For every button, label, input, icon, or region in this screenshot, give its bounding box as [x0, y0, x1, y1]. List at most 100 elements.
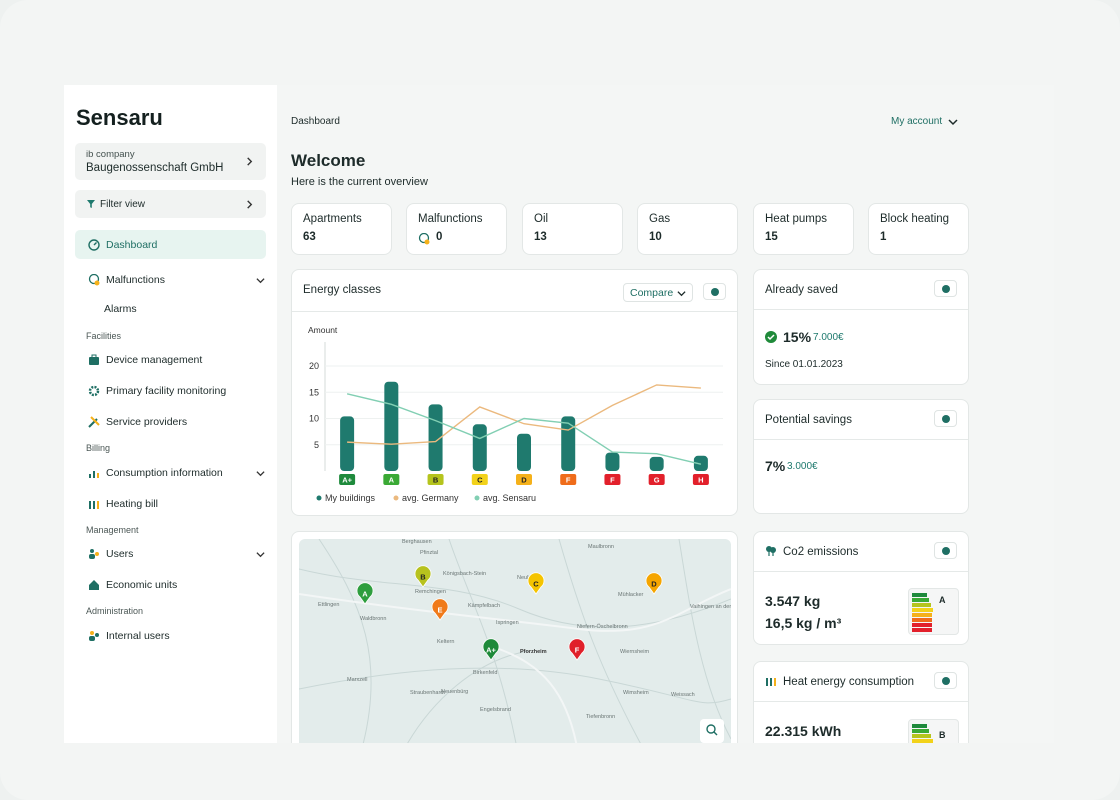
nav-users[interactable]: Users	[88, 546, 133, 562]
nav-section: Management	[86, 525, 139, 535]
legend-dot	[316, 495, 322, 501]
nav-device-management[interactable]: Device management	[88, 352, 202, 368]
icon	[88, 416, 100, 428]
divider	[754, 309, 968, 310]
bar	[472, 424, 487, 471]
compare-dropdown[interactable]: Compare	[623, 283, 693, 302]
stat-card[interactable]: Heat pumps 15	[753, 203, 854, 255]
icon	[89, 354, 99, 365]
legend-label: My buildings	[325, 493, 376, 503]
divider	[292, 311, 737, 312]
co2-card: Co2 emissions 3.547 kg 16,5 kg / m³ A	[753, 531, 969, 645]
map-marker[interactable]: E	[431, 598, 449, 621]
check-icon	[765, 331, 777, 343]
map-place: Wiernsheim	[620, 649, 649, 655]
nav-alarms[interactable]: Alarms	[104, 301, 137, 317]
stat-value: 15	[765, 231, 778, 243]
chevron	[677, 291, 686, 297]
map[interactable]: Berghausen Pfinztal Königsbach-Stein Remchi…	[299, 539, 731, 743]
map-place: Marxzell	[347, 677, 367, 683]
map-marker[interactable]: C	[527, 572, 545, 595]
already-saved-card: Already saved 15% 7.000€ Since 01.01.202…	[753, 269, 969, 385]
nav-internal-users[interactable]: Internal users	[88, 628, 170, 644]
map-places: Berghausen Pfinztal Königsbach-Stein Remchi…	[318, 539, 731, 720]
heat-total: 22.315 kWh	[765, 723, 842, 739]
info-button[interactable]	[934, 280, 957, 297]
energy-classes-card: Energy classes Compare Amount 5 10 15 20 A+ A B…	[291, 269, 738, 516]
saved-amount: 7.000€	[813, 332, 844, 343]
stat-card[interactable]: Apartments 63	[291, 203, 392, 255]
saved-percent: 15%	[783, 329, 812, 345]
line	[346, 393, 702, 465]
nav-primary-monitoring[interactable]: Primary facility monitoring	[88, 383, 226, 399]
class-badge	[471, 474, 488, 485]
energy-class: B	[939, 730, 946, 740]
nav-heating-bill[interactable]: Heating bill	[88, 496, 158, 512]
breadcrumb[interactable]: Dashboard	[291, 116, 340, 127]
stat-card[interactable]: Gas 10	[637, 203, 738, 255]
filter-label: Filter view	[100, 199, 146, 210]
company-name: Baugenossenschaft GmbH	[86, 162, 224, 174]
energy-scale: A	[908, 588, 959, 635]
marker-label: A+	[486, 646, 496, 655]
class-badge	[427, 474, 444, 485]
map-place: Pforzheim	[520, 649, 547, 655]
nav-malfunctions[interactable]: Malfunctions	[88, 272, 165, 288]
marker-label: F	[575, 646, 580, 655]
bar	[561, 416, 576, 471]
divider	[754, 439, 968, 440]
account-menu[interactable]: My account	[891, 116, 958, 127]
company-label: ib company	[86, 149, 135, 160]
stat-label: Heat pumps	[765, 213, 828, 225]
icon	[88, 274, 100, 286]
y-tick-label: 10	[309, 414, 319, 424]
filter-button[interactable]: Filter view	[75, 190, 266, 218]
nav-service-providers[interactable]: Service providers	[88, 414, 187, 430]
icon	[89, 501, 99, 509]
stat-value: 63	[303, 231, 316, 243]
zoom-button[interactable]	[700, 719, 724, 743]
info-button[interactable]	[934, 672, 957, 689]
map-marker[interactable]: F	[568, 638, 586, 661]
x-tick-label: B	[433, 476, 439, 485]
y-tick-label: 15	[309, 387, 319, 397]
stat-card[interactable]: Malfunctions 0	[406, 203, 507, 255]
map-marker[interactable]: A+	[482, 638, 500, 661]
divider	[754, 701, 968, 702]
logo[interactable]: Sensaru	[76, 105, 163, 130]
x-tick-label: A+	[342, 476, 352, 485]
info-button[interactable]	[934, 410, 957, 427]
nav-label: Malfunctions	[106, 274, 165, 286]
nav-dashboard[interactable]: Dashboard	[88, 237, 157, 253]
map-marker[interactable]: B	[414, 565, 432, 588]
bar	[605, 452, 620, 471]
marker-pin	[431, 598, 449, 621]
map-place: Neuenbürg	[441, 689, 468, 695]
map-marker[interactable]: D	[645, 572, 663, 595]
company-selector[interactable]: ib company Baugenossenschaft GmbH	[75, 143, 266, 180]
nav-label: Consumption information	[106, 467, 223, 479]
map-marker[interactable]: A	[356, 582, 374, 605]
x-tick-label: C	[477, 476, 483, 485]
stat-card[interactable]: Oil 13	[522, 203, 623, 255]
map-place: Weissach	[671, 692, 695, 698]
icon	[88, 239, 100, 251]
map-place: Vaihingen an der Enz	[690, 604, 731, 610]
nav-consumption[interactable]: Consumption information	[88, 465, 223, 481]
icon	[89, 580, 99, 590]
nav-economic-units[interactable]: Economic units	[88, 577, 177, 593]
stat-value: 1	[880, 231, 887, 243]
stat-card[interactable]: Block heating 1	[868, 203, 969, 255]
info-button[interactable]	[703, 283, 726, 300]
account-label: My account	[891, 116, 943, 127]
chevron	[256, 471, 265, 477]
class-badge	[516, 474, 532, 485]
divider	[754, 571, 968, 572]
map-place: Wimsheim	[623, 690, 649, 696]
map-place: Remchingen	[415, 589, 446, 595]
page-subtitle: Here is the current overview	[291, 176, 428, 188]
marker-pin	[414, 565, 432, 588]
info-button[interactable]	[934, 542, 957, 559]
chevron	[247, 200, 253, 209]
stat-label: Gas	[649, 213, 671, 225]
